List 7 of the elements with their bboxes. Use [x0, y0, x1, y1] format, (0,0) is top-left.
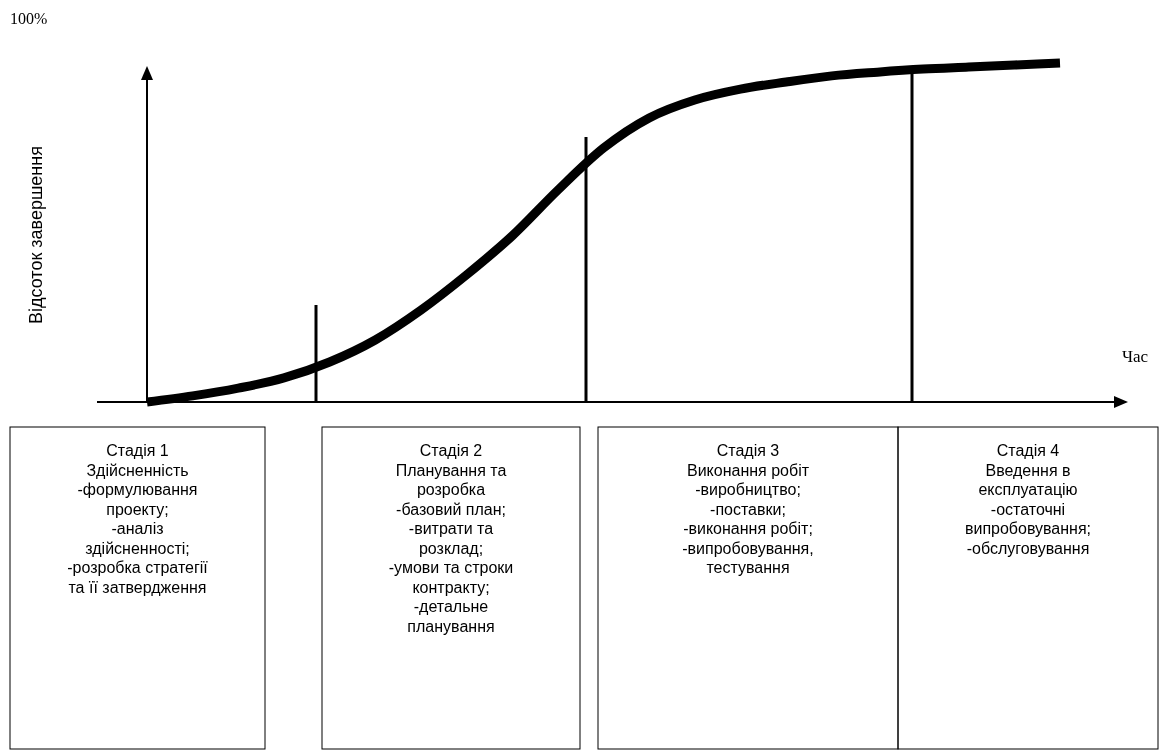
text: Стадія 2 Планування та розробка -базовий план; -витрати та розклад; -умови та строки контракту; -детальне планування	[388, 442, 514, 635]
text: 100%	[10, 10, 48, 27]
text: Стадія 3 Виконання робіт -виробництво; -поставки; -виконання робіт; -випробовування, тестування	[682, 442, 814, 576]
y-axis-title: Відсоток завершення	[26, 146, 46, 324]
x-axis-title: Час	[1121, 347, 1149, 366]
text: Стадія 4 Введення в експлуатацію -остаточні випробовування; -обслуговування	[964, 442, 1092, 557]
text: Стадія 1 Здійсненність -формулювання проекту; -аналіз здійсненності; -розробка стратегії та її затвердження	[67, 442, 209, 596]
